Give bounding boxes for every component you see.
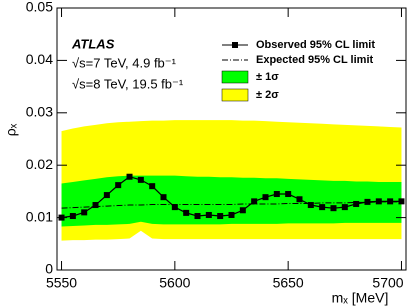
observed-marker <box>364 198 371 205</box>
observed-marker <box>307 202 314 209</box>
y-axis-label: ρₓ <box>3 123 19 136</box>
observed-marker <box>319 204 326 211</box>
observed-marker <box>251 198 258 205</box>
observed-marker <box>149 183 156 190</box>
observed-marker <box>81 209 88 216</box>
observed-marker <box>69 213 76 220</box>
observed-marker <box>115 182 122 189</box>
x-tick-label: 5700 <box>372 275 403 291</box>
y-tick-label: 0.03 <box>26 104 53 120</box>
experiment-label: ATLAS <box>71 36 115 51</box>
dataset-label: √s=7 TeV, 4.9 fb⁻¹ <box>72 55 177 70</box>
y-tick-label: 0.04 <box>26 51 53 67</box>
observed-marker <box>375 198 382 205</box>
observed-marker <box>194 213 201 220</box>
error-band <box>61 175 402 227</box>
plot-frame <box>56 7 407 271</box>
legend-label: ± 2σ <box>256 89 279 101</box>
expected-line <box>61 201 402 209</box>
x-tick-label: 5600 <box>159 275 190 291</box>
observed-marker <box>228 211 235 218</box>
x-axis-label: mₓ [MeV] <box>332 290 389 306</box>
x-tick-label: 5650 <box>273 275 304 291</box>
observed-marker <box>387 198 394 205</box>
observed-marker <box>183 209 190 216</box>
observed-marker <box>160 194 167 201</box>
observed-marker <box>217 213 224 220</box>
legend-marker <box>232 42 238 48</box>
dataset-label: √s=8 TeV, 19.5 fb⁻¹ <box>72 76 184 91</box>
observed-marker <box>296 196 303 203</box>
observed-marker <box>126 173 133 180</box>
observed-marker <box>205 211 212 218</box>
observed-marker <box>353 200 360 207</box>
legend-swatch <box>221 70 249 84</box>
observed-marker <box>398 198 405 205</box>
y-tick-label: 0.01 <box>26 208 53 224</box>
observed-marker <box>262 194 269 201</box>
observed-marker <box>103 192 110 199</box>
legend-label: Observed 95% CL limit <box>256 39 375 51</box>
observed-marker <box>341 204 348 211</box>
observed-marker <box>285 191 292 198</box>
observed-marker <box>330 205 337 212</box>
observed-marker <box>239 207 246 214</box>
y-tick-label: 0.05 <box>26 0 53 15</box>
observed-marker <box>92 202 99 209</box>
plot-area <box>58 120 405 241</box>
x-tick-label: 5550 <box>46 275 77 291</box>
legend-label: Expected 95% CL limit <box>256 54 374 66</box>
observed-marker <box>171 204 178 211</box>
observed-marker <box>273 191 280 198</box>
legend-label: ± 1σ <box>256 71 279 83</box>
legend-swatch <box>221 88 249 102</box>
y-tick-label: 0 <box>45 261 53 277</box>
y-tick-label: 0.02 <box>26 156 53 172</box>
observed-marker <box>137 176 144 183</box>
